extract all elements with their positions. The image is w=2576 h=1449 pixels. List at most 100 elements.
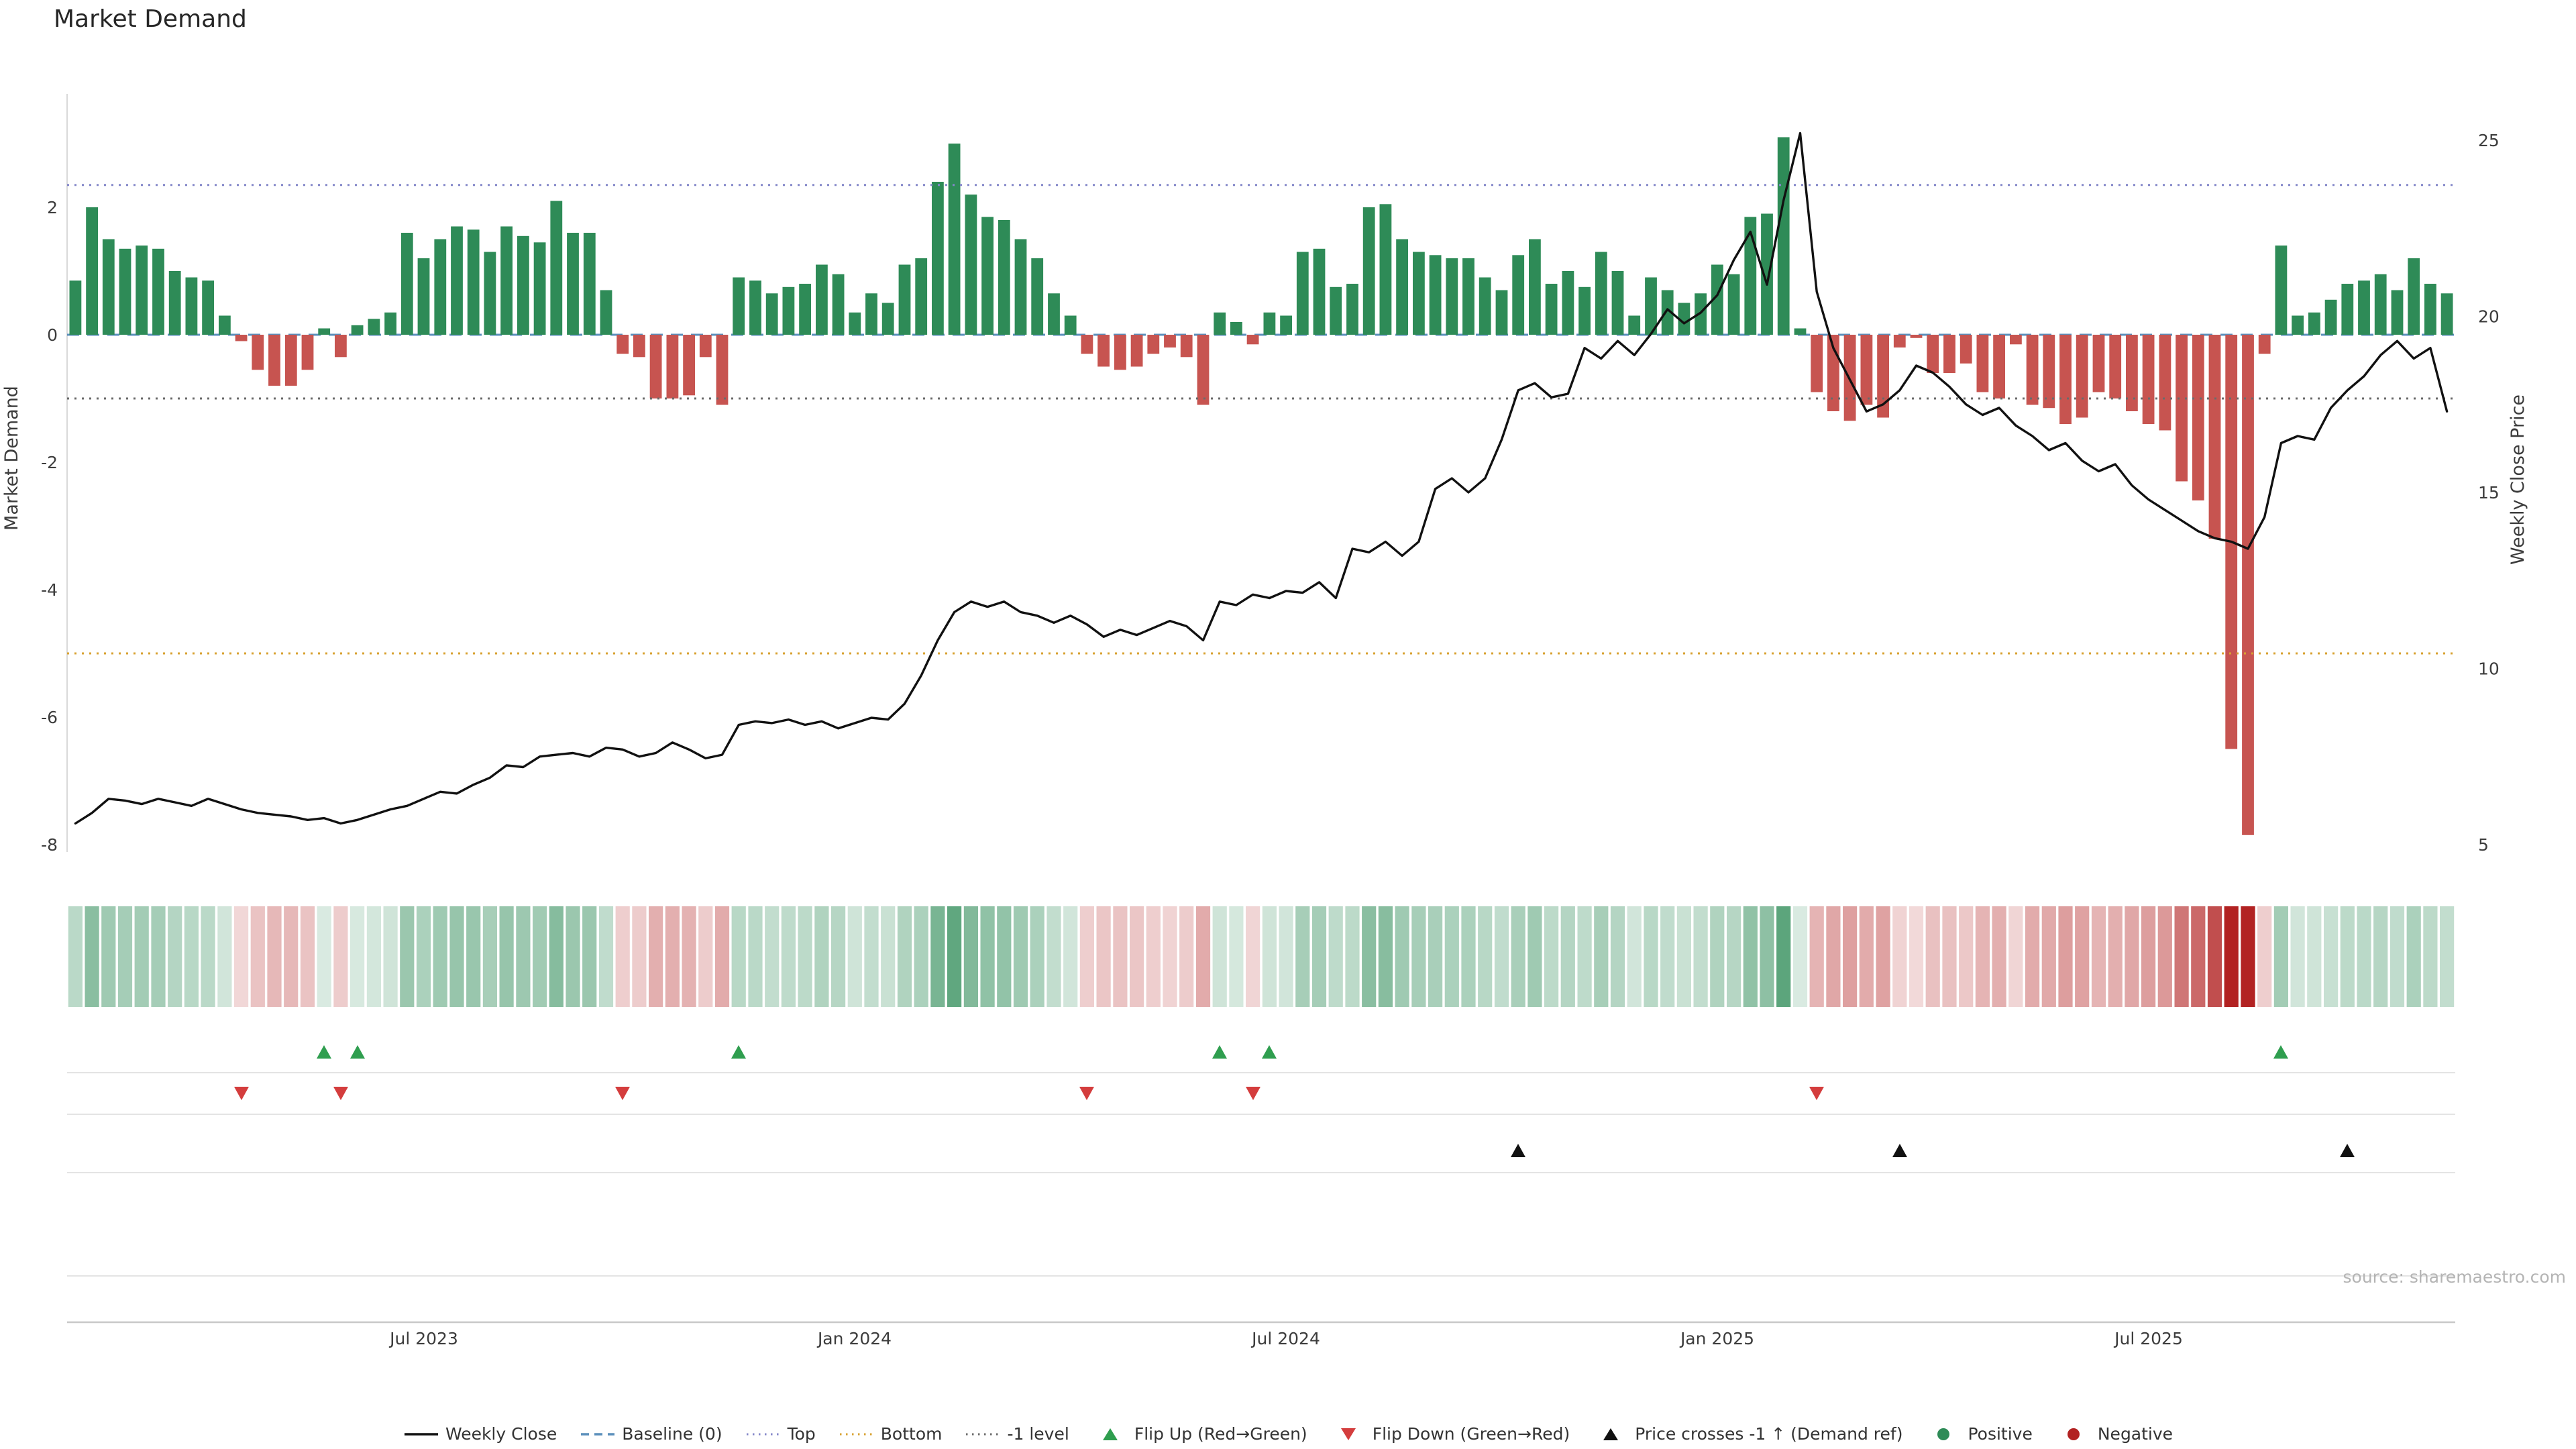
demand-bar <box>2159 335 2171 431</box>
heatmap-cell <box>1710 906 1725 1007</box>
heatmap-cell <box>416 906 431 1007</box>
demand-bar <box>550 201 563 335</box>
legend-item-top: Top <box>745 1424 816 1444</box>
demand-bar <box>2440 293 2453 335</box>
event-markers <box>234 1045 2355 1157</box>
legend-item-weekly-close: Weekly Close <box>403 1424 557 1444</box>
legend-label: Negative <box>2097 1424 2174 1444</box>
heatmap-cell <box>1113 906 1128 1007</box>
dotted-line-icon <box>746 1433 780 1435</box>
flip-up-marker-icon <box>2273 1045 2288 1059</box>
legend-label: -1 level <box>1007 1424 1069 1444</box>
heatmap-cell <box>184 906 199 1007</box>
demand-bar <box>1744 217 1757 335</box>
page-title: Market Demand <box>54 5 247 33</box>
demand-bar <box>865 293 877 335</box>
heatmap-cell <box>997 906 1012 1007</box>
right-axis-label: Weekly Close Price <box>2508 394 2528 565</box>
demand-bar <box>1313 248 1326 335</box>
demand-bar <box>252 335 264 370</box>
demand-bar <box>1678 303 1690 335</box>
heatmap-cell <box>615 906 630 1007</box>
price-cross-marker-icon <box>1511 1144 1525 1157</box>
demand-bar <box>716 335 729 405</box>
heatmap-cell <box>1046 906 1061 1007</box>
heatmap-cell <box>549 906 564 1007</box>
demand-bar <box>1214 312 1226 335</box>
heatmap-cell <box>516 906 531 1007</box>
heatmap-cell <box>1627 906 1642 1007</box>
heatmap-cell <box>1013 906 1028 1007</box>
demand-bar <box>633 335 645 358</box>
heatmap-cell <box>85 906 99 1007</box>
heatmap-cell <box>1925 906 1940 1007</box>
heatmap-cell <box>2390 906 2405 1007</box>
heatmap-cell <box>1030 906 1044 1007</box>
demand-bar <box>2026 335 2039 405</box>
legend-label: Flip Up (Red→Green) <box>1134 1424 1307 1444</box>
heatmap-cell <box>1560 906 1575 1007</box>
demand-bar <box>168 271 181 335</box>
demand-bar <box>765 293 778 335</box>
legend-item-1-level: -1 level <box>965 1424 1069 1444</box>
heatmap-cell <box>649 906 663 1007</box>
demand-bar <box>1860 335 1873 405</box>
legend-label: Price crosses -1 ↑ (Demand ref) <box>1635 1424 1903 1444</box>
demand-bar <box>1446 258 1458 335</box>
heatmap-cell <box>1776 906 1791 1007</box>
left-axis-label: Market Demand <box>1 386 22 531</box>
demand-bar <box>1130 335 1143 367</box>
demand-bar <box>733 277 745 335</box>
demand-bar <box>1429 255 1442 335</box>
legend-label: Bottom <box>880 1424 943 1444</box>
demand-bar <box>1296 252 1309 335</box>
heatmap-cell <box>947 906 962 1007</box>
legend-label: Weekly Close <box>445 1424 557 1444</box>
heatmap-cell <box>2290 906 2305 1007</box>
demand-bar <box>1628 315 1641 335</box>
line-icon <box>404 1432 438 1436</box>
heatmap-cell <box>350 906 365 1007</box>
triangle-up-icon <box>1603 1428 1619 1440</box>
heatmap-cell <box>1179 906 1194 1007</box>
demand-bar <box>1346 284 1358 335</box>
demand-bar <box>2408 258 2420 335</box>
demand-bar <box>1711 264 1723 335</box>
heatmap-cell <box>1246 906 1260 1007</box>
demand-bar <box>1611 271 1624 335</box>
heatmap-cell <box>1079 906 1094 1007</box>
heatmap-cell <box>2440 906 2455 1007</box>
heatmap-cell <box>533 906 547 1007</box>
demand-bar <box>1960 335 1972 364</box>
demand-bar <box>683 335 695 396</box>
demand-bar <box>2092 335 2105 392</box>
legend-label: Flip Down (Green→Red) <box>1372 1424 1570 1444</box>
demand-bar <box>1081 335 1093 354</box>
marker-panel-gridlines <box>67 1072 2455 1324</box>
heatmap-cell <box>632 906 647 1007</box>
demand-bar <box>932 182 944 335</box>
demand-bar <box>1645 277 1657 335</box>
demand-bar <box>2142 335 2155 424</box>
demand-bar <box>484 252 496 335</box>
heatmap-cell <box>2207 906 2222 1007</box>
heatmap-cell <box>665 906 680 1007</box>
heatmap-cell <box>1130 906 1144 1007</box>
heatmap-cell <box>2307 906 2322 1007</box>
demand-bar <box>1661 290 1674 335</box>
demand-bar <box>417 258 430 335</box>
flip-down-marker-icon <box>1809 1087 1824 1100</box>
demand-bar <box>400 233 413 335</box>
demand-bar <box>2126 335 2138 411</box>
heatmap-cell <box>317 906 331 1007</box>
demand-bar <box>1197 335 1210 405</box>
heatmap-cell <box>1328 906 1343 1007</box>
demand-bar <box>881 303 894 335</box>
legend-label: Positive <box>1968 1424 2033 1444</box>
heatmap-cell <box>1295 906 1310 1007</box>
heatmap-cell <box>1727 906 1741 1007</box>
heatmap-cell <box>1544 906 1559 1007</box>
heatmap-cell <box>2241 906 2255 1007</box>
demand-bar <box>2059 335 2072 424</box>
